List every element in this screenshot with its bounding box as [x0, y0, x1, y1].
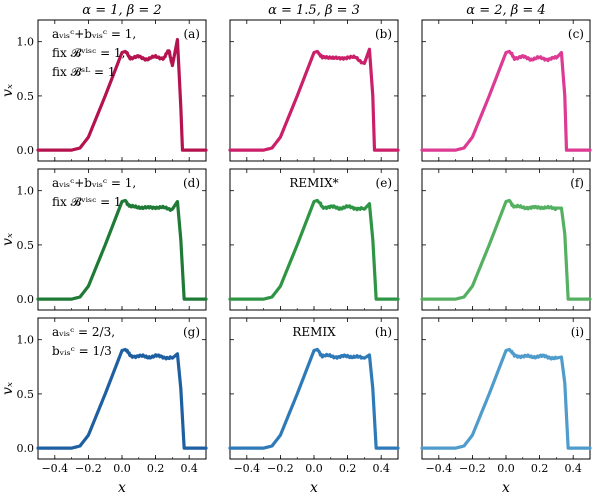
x-tick-label: 0.0 — [497, 462, 515, 475]
row-annotation: aᵥᵢₛᶜ+bᵥᵢₛᶜ = 1, — [52, 176, 136, 190]
panel-letter: (f) — [570, 176, 584, 190]
y-axis-label: vₓ — [0, 84, 16, 97]
y-axis-label: vₓ — [0, 382, 16, 395]
y-tick-label: 0.0 — [17, 442, 35, 455]
panel-g: −0.4 −0.2 0.0 0.2 0.4 0.0 0.5 1.0 (g) aᵥᵢₛᶜ = 2/3… — [17, 317, 208, 475]
panel-letter: (g) — [183, 325, 200, 339]
series-line — [420, 198, 592, 301]
x-tick-label: 0.4 — [564, 462, 582, 475]
y-tick-label: 1.0 — [17, 334, 35, 347]
x-tick-label: 0.2 — [339, 462, 357, 475]
panel-letter: (i) — [571, 325, 584, 339]
panel-d: 0.0 0.5 1.0 (d) aᵥᵢₛᶜ+bᵥᵢₛᶜ = 1, fix 𝓑ᵛⁱˢᶜ = … — [17, 168, 208, 311]
panel-letter: (e) — [376, 176, 392, 190]
panel-b: (b) — [228, 19, 400, 162]
x-tick-label: −0.2 — [267, 462, 294, 475]
x-tick-label: −0.4 — [41, 462, 68, 475]
y-tick-label: 1.0 — [17, 185, 35, 198]
x-tick-label: −0.4 — [233, 462, 260, 475]
x-tick-label: −0.2 — [75, 462, 102, 475]
row-annotation: bᵥᵢₛᶜ = 1/3 — [52, 344, 112, 358]
panel-letter: (a) — [183, 27, 200, 41]
y-axis-label: vₓ — [0, 233, 16, 246]
series-line — [36, 198, 208, 301]
row-annotation: fix 𝓑ᵛⁱˢᶜ = 1 — [52, 195, 122, 209]
panel-letter: (d) — [183, 176, 200, 190]
panel-i: −0.4 −0.2 0.0 0.2 0.4 (i) — [420, 317, 592, 475]
series-line — [228, 347, 400, 450]
x-axis-label: x — [502, 480, 510, 496]
x-tick-label: 0.0 — [113, 462, 131, 475]
panel-h: −0.4 −0.2 0.0 0.2 0.4 (h) REMIX — [228, 317, 400, 475]
method-label: REMIX* — [289, 176, 338, 190]
panel-letter: (b) — [375, 27, 392, 41]
row-annotation: fix 𝓑ˢᴸ = 1 — [52, 65, 116, 79]
panel-f: (f) — [420, 168, 592, 311]
x-tick-label: 0.2 — [147, 462, 165, 475]
y-tick-label: 1.0 — [17, 36, 35, 49]
y-tick-label: 0.5 — [17, 90, 35, 103]
method-label: REMIX — [292, 325, 336, 339]
x-tick-label: 0.0 — [305, 462, 323, 475]
series-line — [228, 198, 400, 301]
panel-a: 0.0 0.5 1.0 (a) aᵥᵢₛᶜ+bᵥᵢₛᶜ = 1, fix 𝓑ᵛⁱˢᶜ = … — [17, 19, 208, 162]
series-line — [36, 37, 208, 152]
series-line — [228, 47, 400, 152]
column-title: α = 1, β = 2 — [82, 3, 161, 18]
row-annotation: fix 𝓑ᵛⁱˢᶜ = 1, — [52, 46, 125, 60]
x-tick-label: 0.2 — [531, 462, 549, 475]
series-line — [420, 347, 592, 450]
column-title: α = 2, β = 4 — [466, 3, 545, 18]
x-tick-label: 0.4 — [372, 462, 390, 475]
x-tick-label: −0.2 — [459, 462, 486, 475]
y-tick-label: 0.0 — [17, 293, 35, 306]
panel-letter: (c) — [568, 27, 584, 41]
x-tick-label: −0.4 — [425, 462, 452, 475]
panel-letter: (h) — [375, 325, 392, 339]
row-annotation: aᵥᵢₛᶜ = 2/3, — [52, 325, 115, 339]
column-title: α = 1.5, β = 3 — [268, 3, 360, 18]
series-line — [36, 347, 208, 450]
x-tick-label: 0.4 — [180, 462, 198, 475]
series-line — [420, 49, 592, 152]
x-axis-label: x — [118, 480, 126, 496]
panel-c: (c) — [420, 19, 592, 162]
y-tick-label: 0.5 — [17, 239, 35, 252]
x-axis-label: x — [310, 480, 318, 496]
y-tick-label: 0.0 — [17, 144, 35, 157]
y-tick-label: 0.5 — [17, 388, 35, 401]
row-annotation: aᵥᵢₛᶜ+bᵥᵢₛᶜ = 1, — [52, 27, 136, 41]
panel-e: (e) REMIX* — [228, 168, 400, 311]
